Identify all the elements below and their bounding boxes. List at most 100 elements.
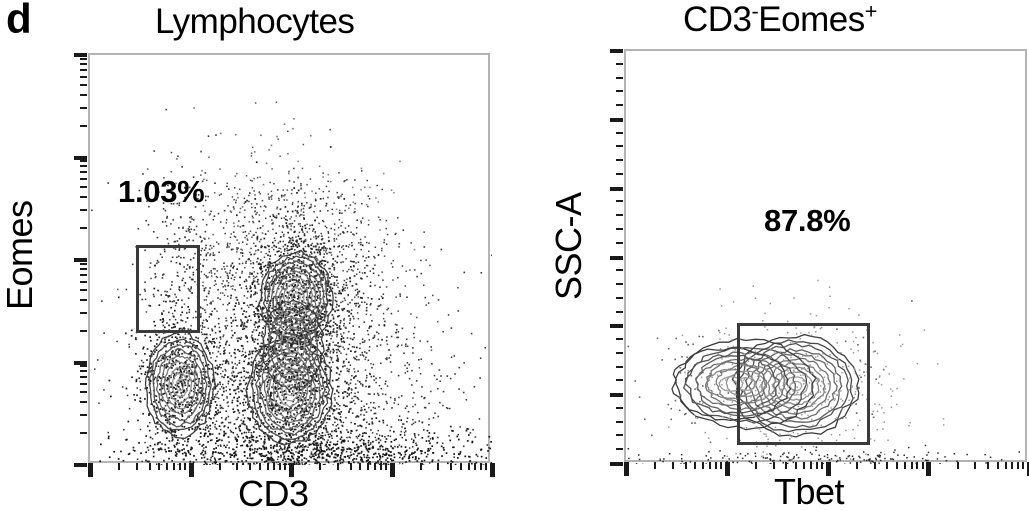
axis-tick [610,324,623,329]
plot-frame-lymphocytes [88,53,492,465]
axis-tick [80,57,87,60]
axis-tick [702,462,705,469]
axis-tick [974,462,977,469]
axis-tick [986,462,989,469]
axis-tick [172,463,175,470]
axis-tick [80,106,87,109]
axis-tick [80,273,87,276]
axis-tick [284,463,287,470]
axis-tick [610,49,623,53]
title-superscript: + [864,0,878,24]
axis-tick [910,462,913,469]
axis-tick [80,93,87,96]
axis-tick [467,463,470,470]
axis-tick [319,463,322,470]
axis-tick [266,463,269,470]
axis-tick [80,227,87,230]
axis-tick [616,62,623,65]
axis-tick [166,463,169,470]
axis-tick [616,131,623,134]
axis-tick [158,463,161,470]
axis-tick [379,463,382,470]
axis-tick [616,283,623,286]
axis-tick [474,463,477,470]
axis-tick [80,383,87,386]
axis-tick [616,269,623,272]
axis-tick [616,214,623,217]
axis-tick [450,463,452,470]
y-axis-label-eomes: Eomes [0,200,40,310]
axis-tick [616,351,623,354]
axis-tick [74,155,87,160]
axis-tick [616,159,623,162]
gate-percent-cd3neg-eomespos: 87.8% [764,203,851,238]
axis-tick [336,463,339,470]
axis-tick [80,391,87,394]
title-superscript: - [751,0,759,24]
plot-frame-cd3neg-eomespos [624,49,1027,464]
gate-rectangle-cd3neg-eomespos[interactable] [737,323,870,445]
axis-tick [289,463,294,477]
axis-tick [480,463,483,470]
axis-tick [80,267,87,270]
axis-tick [616,104,623,107]
y-axis-ticks-eomes [74,53,88,467]
axis-tick [74,258,87,262]
axis-tick [1004,462,1007,469]
axis-tick [921,462,924,469]
axis-tick [373,463,376,470]
axis-tick [80,68,87,71]
axis-tick [772,462,775,469]
axis-tick [80,209,87,212]
x-axis-ticks-cd3 [88,463,495,477]
axis-tick [684,462,687,469]
axis-tick [80,83,87,86]
axis-tick [616,241,623,244]
axis-tick [820,462,823,469]
axis-tick [74,463,87,467]
density-plot-lymphocytes [91,101,492,465]
axis-tick [135,463,138,470]
y-axis-ticks-ssc-a [610,49,624,466]
axis-tick [419,463,422,470]
axis-tick [616,310,623,313]
axis-tick [80,165,87,168]
axis-tick [80,75,87,78]
axis-tick [926,462,932,476]
axis-tick [886,462,889,469]
axis-tick [80,432,87,435]
axis-tick [80,178,87,181]
axis-tick [236,463,239,470]
axis-tick [803,462,806,469]
plot-title-cd3neg-eomespos: CD3-Eomes+ [683,0,878,39]
axis-tick [80,370,87,373]
axis-tick [249,463,251,470]
axis-tick [88,463,93,477]
axis-tick [80,186,87,189]
axis-tick [349,463,352,470]
gate-rectangle-lymphocytes[interactable] [136,245,200,333]
axis-tick [610,462,623,466]
panel-letter: d [6,0,32,42]
axis-tick [80,329,87,332]
axis-tick [74,360,87,365]
axis-tick [795,462,798,469]
axis-tick [903,462,906,469]
axis-tick [610,186,623,191]
axis-tick [616,76,623,79]
axis-tick [616,227,623,230]
x-axis-ticks-tbet [624,462,1029,476]
axis-tick [616,90,623,93]
axis-tick [178,463,181,470]
axis-tick [616,145,623,148]
axis-tick [616,172,623,175]
axis-tick [654,462,657,469]
x-axis-label-tbet: Tbet [774,471,845,511]
axis-tick [720,462,723,469]
axis-tick [809,462,812,469]
density-plot-cd3neg-eomespos [627,279,1020,464]
axis-tick [273,463,276,470]
axis-tick [80,196,87,199]
axis-tick [80,414,87,417]
